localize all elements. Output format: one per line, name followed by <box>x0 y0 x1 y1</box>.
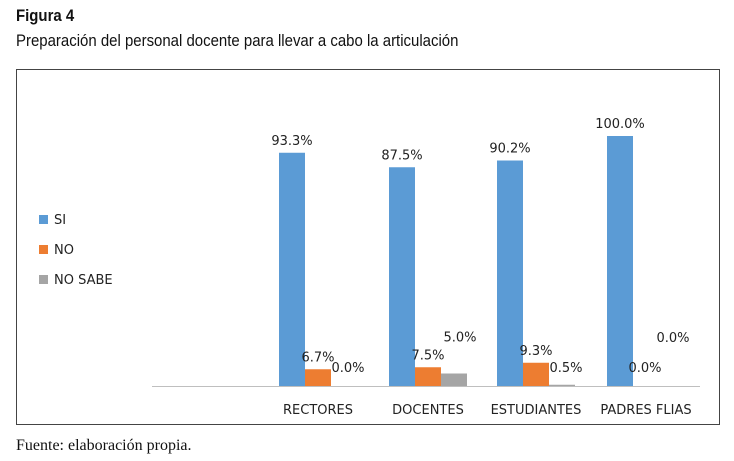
legend-swatch-no <box>39 245 48 254</box>
bar-chart: 93.3% 87.5% 90.2% 100.0% 6.7% 7.5% 9.3% 0.0% 0.0… <box>39 117 700 418</box>
bar-no-docentes <box>415 367 441 386</box>
legend-swatch-no-sabe <box>39 275 48 284</box>
data-label-si-padres-flias: 100.0% <box>595 117 645 132</box>
data-label-no-sabe-padres-flias: 0.0% <box>628 361 661 376</box>
source-note: Fuente: elaboración propia. <box>16 437 192 454</box>
chart-frame: 93.3% 87.5% 90.2% 100.0% 6.7% 7.5% 9.3% 0.0% 0.0… <box>16 69 720 425</box>
data-label-no-sabe-estudiantes: 0.5% <box>549 361 582 376</box>
bar-si-padres-flias <box>607 136 633 386</box>
data-label-no-rectores: 6.7% <box>301 350 334 365</box>
legend-label-no: NO <box>54 243 74 258</box>
bar-si-rectores <box>279 152 305 386</box>
bar-no-estudiantes <box>523 362 549 386</box>
bar-si-estudiantes <box>497 160 523 386</box>
figure-label: Figura 4 <box>16 6 75 25</box>
data-label-no-estudiantes: 9.3% <box>519 344 552 359</box>
x-tick-label-estudiantes: ESTUDIANTES <box>491 403 582 418</box>
legend-label-si: SI <box>54 213 66 228</box>
bar-no-rectores <box>305 369 331 386</box>
data-label-si-estudiantes: 90.2% <box>489 142 530 157</box>
data-label-no-sabe-docentes: 5.0% <box>443 331 476 346</box>
legend-swatch-si <box>39 215 48 224</box>
data-label-no-docentes: 7.5% <box>411 348 444 363</box>
data-label-si-rectores: 93.3% <box>271 134 312 149</box>
bar-si-docentes <box>389 167 415 386</box>
data-label-si-docentes: 87.5% <box>381 148 422 163</box>
x-tick-label-padres-flias: PADRES FLIAS <box>600 403 691 418</box>
x-tick-label-rectores: RECTORES <box>283 403 353 418</box>
x-tick-label-docentes: DOCENTES <box>392 403 464 418</box>
legend-label-no-sabe: NO SABE <box>54 273 113 288</box>
data-label-no-padres-flias: 0.0% <box>656 331 689 346</box>
figure-title: Preparación del personal docente para ll… <box>16 31 459 50</box>
data-label-no-sabe-rectores: 0.0% <box>331 361 364 376</box>
bar-no-sabe-estudiantes <box>549 384 575 386</box>
bar-no-sabe-docentes <box>441 373 467 386</box>
